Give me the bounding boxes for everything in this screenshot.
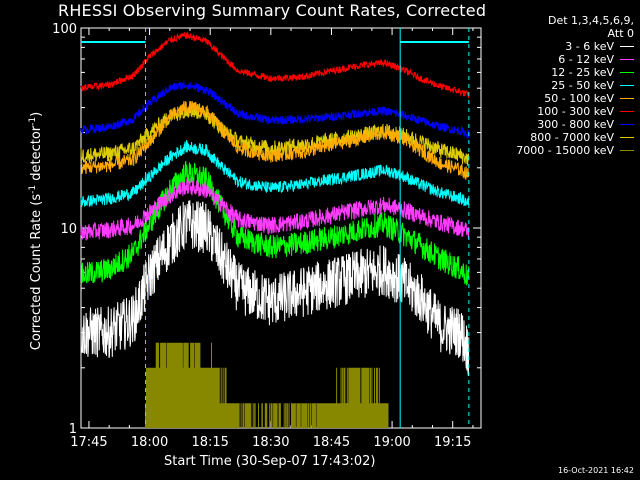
legend-label: 6 - 12 keV: [558, 53, 614, 66]
legend-entry: 100 - 300 keV: [482, 105, 634, 118]
y-axis-title-exp-1: -1: [27, 184, 38, 194]
x-tick-label: 18:15: [191, 435, 228, 450]
legend-entry: 6 - 12 keV: [482, 53, 634, 66]
x-tick-label: 17:45: [70, 435, 107, 450]
x-axis-title: Start Time (30-Sep-07 17:43:02): [164, 454, 376, 469]
legend-label: 12 - 25 keV: [551, 66, 614, 79]
generation-timestamp: 16-Oct-2021 16:42: [558, 466, 634, 475]
y-axis-title-part-1: Corrected Count Rate (s: [29, 193, 45, 351]
x-tick-label: 18:45: [313, 435, 350, 450]
legend-entry: 7000 - 15000 keV: [482, 144, 634, 157]
legend-label: 25 - 50 keV: [551, 79, 614, 92]
y-axis-title: Corrected Count Rate (s-1 detector-1): [28, 112, 44, 350]
series-line-300to800keV: [80, 80, 470, 139]
legend-entry: 12 - 25 keV: [482, 66, 634, 79]
legend-entries: 3 - 6 keV 6 - 12 keV 12 - 25 keV 25 - 50 ke…: [482, 40, 634, 157]
legend-swatch: [620, 150, 634, 151]
legend-label: 50 - 100 keV: [544, 92, 614, 105]
legend-header-line-2: Att 0: [607, 27, 634, 40]
legend-entry: 25 - 50 keV: [482, 79, 634, 92]
legend-swatch: [620, 59, 634, 60]
y-tick-label: 1: [69, 422, 77, 437]
legend-swatch: [620, 72, 634, 73]
legend-entry: 3 - 6 keV: [482, 40, 634, 53]
legend-label: 100 - 300 keV: [537, 105, 614, 118]
legend-header-line-1: Det 1,3,4,5,6,9,: [547, 14, 634, 27]
legend-label: 3 - 6 keV: [565, 40, 614, 53]
legend-entry: 800 - 7000 keV: [482, 131, 634, 144]
legend-swatch: [620, 98, 634, 99]
series-line-100to300keV: [80, 32, 470, 99]
y-tick-label: 10: [60, 222, 77, 237]
legend-swatch: [620, 124, 634, 125]
y-axis-title-part-3: ): [29, 111, 45, 117]
legend-label: 800 - 7000 keV: [530, 131, 614, 144]
x-tick-label: 19:15: [434, 435, 471, 450]
chart-title: RHESSI Observing Summary Count Rates, Co…: [58, 1, 487, 20]
x-tick-label: 18:30: [252, 435, 289, 450]
y-tick-label: 100: [52, 22, 77, 37]
x-tick-label: 18:00: [131, 435, 168, 450]
legend: Det 1,3,4,5,6,9, Att 0 3 - 6 keV 6 - 12 k…: [482, 14, 634, 157]
y-axis-title-exp-2: -1: [27, 116, 38, 126]
legend-entry: 50 - 100 keV: [482, 92, 634, 105]
series-line-7000-15000keV: [145, 342, 389, 428]
legend-swatch: [620, 137, 634, 138]
legend-swatch: [620, 85, 634, 86]
legend-entry: 300 - 800 keV: [482, 118, 634, 131]
x-tick-label: 19:00: [373, 435, 410, 450]
y-axis-title-part-2: detector: [29, 125, 45, 185]
legend-label: 300 - 800 keV: [537, 118, 614, 131]
legend-swatch: [620, 46, 634, 47]
legend-label: 7000 - 15000 keV: [516, 144, 614, 157]
legend-swatch: [620, 111, 634, 112]
